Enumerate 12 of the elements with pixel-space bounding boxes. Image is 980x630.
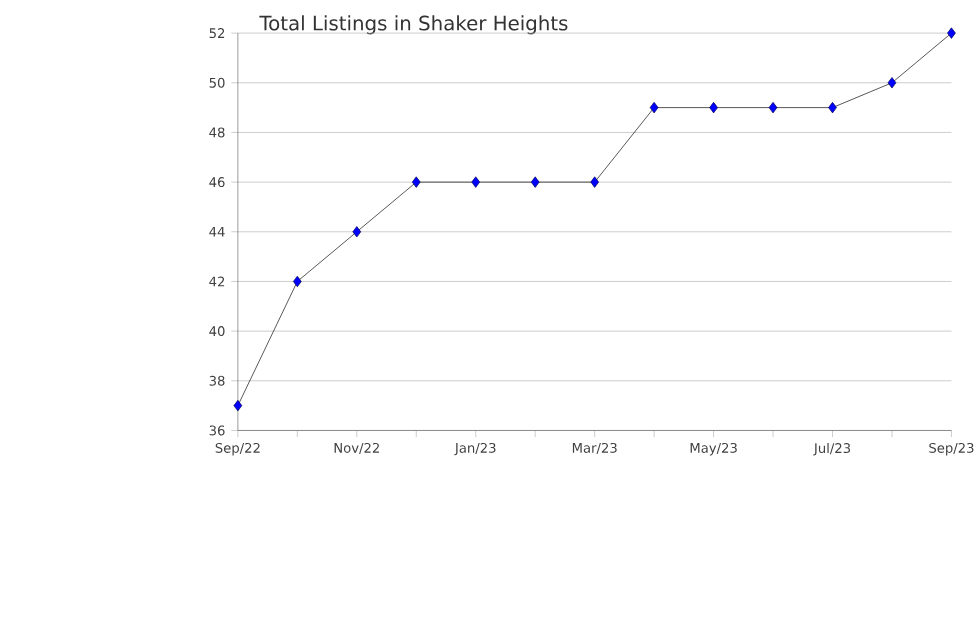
point <box>828 102 837 114</box>
point <box>530 176 540 189</box>
point <box>709 102 718 114</box>
point <box>649 102 659 114</box>
point <box>411 176 421 189</box>
point <box>293 276 302 288</box>
point <box>471 176 481 189</box>
chart-title: Total Listings in Shaker Heights <box>259 15 568 35</box>
point <box>887 77 897 89</box>
point <box>233 400 243 412</box>
point <box>768 102 778 114</box>
point <box>352 226 362 238</box>
